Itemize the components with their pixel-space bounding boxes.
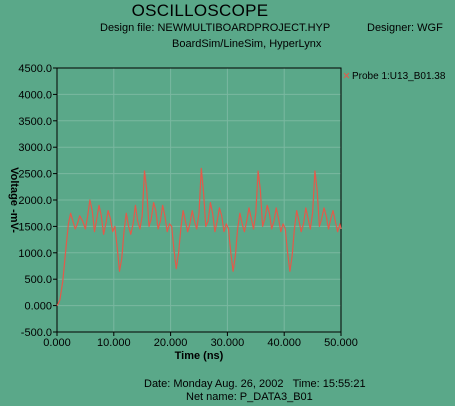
x-tick-label: 10.000	[97, 337, 131, 349]
legend-label: Probe 1:U13_B01.38	[352, 71, 446, 82]
footer-net-name: Net name: P_DATA3_B01	[186, 391, 313, 403]
y-tick-label: 4000.0	[18, 89, 52, 101]
x-tick-label: 50.000	[324, 337, 358, 349]
x-tick-label: 0.000	[43, 337, 71, 349]
y-tick-label: 500.0	[24, 274, 52, 286]
designer-label: Designer: WGF	[367, 22, 443, 34]
tool-label: BoardSim/LineSim, HyperLynx	[172, 38, 322, 50]
legend-marker-icon	[343, 72, 350, 79]
x-tick-label: 30.000	[211, 337, 245, 349]
x-axis-label: Time (ns)	[175, 350, 224, 362]
design-file-label: Design file: NEWMULTIBOARDPROJECT.HYP	[100, 22, 331, 34]
page-title: OSCILLOSCOPE	[131, 1, 269, 20]
y-tick-label: 0.000	[24, 301, 52, 313]
x-tick-label: 40.000	[267, 337, 301, 349]
y-axis-label: Voltage -mV-	[8, 167, 20, 233]
y-tick-label: -500.0	[21, 327, 52, 339]
y-tick-label: 3500.0	[18, 116, 52, 128]
series-line-probe-1	[56, 167, 342, 306]
y-tick-label: 3000.0	[18, 142, 52, 154]
footer-date-time: Date: Monday Aug. 26, 2002 Time: 15:55:2…	[144, 378, 366, 390]
x-tick-label: 20.000	[154, 337, 188, 349]
y-tick-label: 4500.0	[18, 63, 52, 75]
y-tick-label: 1500.0	[18, 221, 52, 233]
y-tick-label: 2000.0	[18, 195, 52, 207]
footer-date: Date: Monday Aug. 26, 2002	[144, 378, 284, 390]
y-tick-label: 1000.0	[18, 248, 52, 260]
footer-time: Time: 15:55:21	[292, 378, 366, 390]
y-tick-label: 2500.0	[18, 169, 52, 181]
